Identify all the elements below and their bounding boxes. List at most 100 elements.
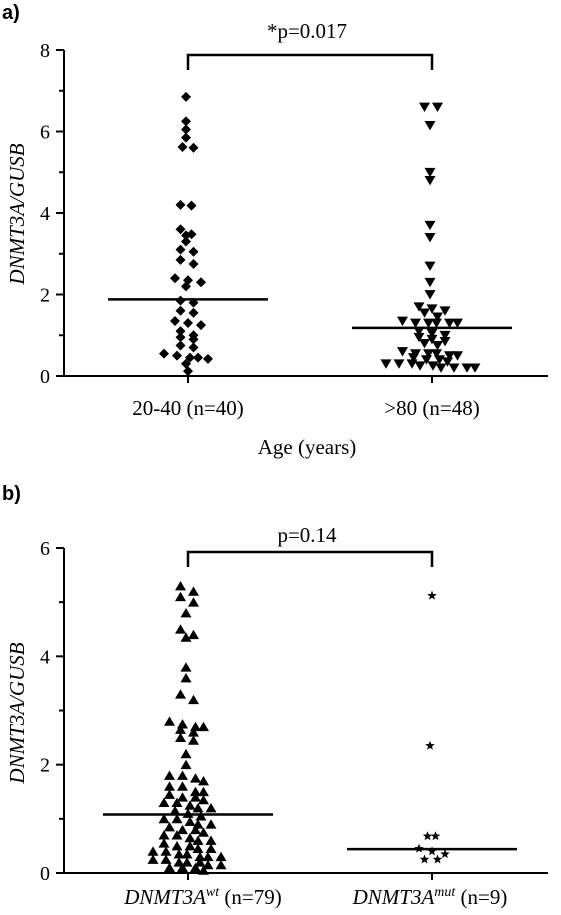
panel-a-y-tick-label: 2: [40, 285, 50, 307]
panel-b-data-point: [171, 830, 183, 840]
panel-b-data-point: [177, 770, 188, 780]
panel-a-data-point: [175, 224, 186, 235]
panel-a-y-axis-label: DNMT3A/GUSB: [5, 143, 29, 285]
panel-b-data-point: [190, 862, 201, 872]
panel-b-data-point: [192, 843, 204, 854]
panel-b-data-point: [184, 800, 196, 810]
panel-b-category-label-wt: DNMT3Awt (n=79): [123, 885, 282, 909]
panel-b-data-point: [182, 808, 194, 818]
panel-b-data-point: [190, 824, 201, 835]
panel-a-data-point: [424, 220, 436, 231]
panel-b-category-label-wt-gene: DNMT3A: [123, 885, 206, 909]
panel-a-data-point: [175, 326, 186, 337]
panel-a-data-point: [397, 316, 408, 326]
panel-a-data-point: [406, 359, 418, 369]
panel-a-data-point: [444, 318, 455, 328]
panel-a-data-point: [175, 332, 186, 343]
panel-a-data-point: [413, 332, 425, 343]
panel-a-data-point: [439, 330, 451, 341]
panel-b-category-label-wt-sup: wt: [206, 885, 220, 900]
panel-b-data-point: [160, 854, 172, 864]
panel-a-data-point: [426, 304, 438, 314]
panel-b-data-point: [175, 580, 186, 591]
panel-b-y-axis-label: DNMT3A/GUSB: [5, 642, 29, 784]
panel-b-data-point: [427, 846, 437, 856]
panel-b-significance-bracket: [186, 550, 434, 567]
panel-b-data-point: [190, 773, 201, 783]
panel-b-category-label-mut-gene: DNMT3A: [352, 885, 435, 909]
panel-a-data-point: [424, 176, 436, 186]
panel-b-category-label-wt-n: (n=79): [219, 885, 282, 909]
panel-b-data-point: [175, 724, 186, 734]
panel-b-data-point: [198, 775, 209, 786]
panel-a-label: a): [2, 2, 20, 24]
panel-b-category-label-mut-sup: mut: [434, 885, 456, 900]
panel-b-data-point: [427, 590, 437, 600]
panel-b-data-point: [205, 819, 217, 829]
panel-b-data-point: [192, 803, 204, 813]
panel-b-data-point: [188, 597, 199, 607]
panel-b-data-point: [202, 859, 214, 870]
panel-b-data-point: [160, 846, 172, 856]
panel-b-data-point: [158, 797, 170, 807]
panel-a-data-point: [185, 352, 195, 363]
panel-a-data-point: [432, 341, 443, 351]
panel-a-data-point: [431, 318, 442, 328]
panel-a-data-point: [424, 290, 436, 300]
panel-a-data-point: [175, 340, 186, 351]
panel-b-data-point: [198, 865, 209, 875]
panel-a-data-point: [424, 277, 436, 288]
panel-a-data-point: [170, 315, 180, 326]
panel-b-y-tick-label: 6: [40, 538, 50, 560]
panel-b-data-point: [190, 786, 201, 797]
panel-b-data-point: [181, 857, 193, 867]
panel-a-data-point: [175, 305, 186, 316]
panel-a-data-point: [431, 349, 442, 359]
panel-a-y-tick-label: 6: [40, 122, 50, 144]
panel-b-data-point: [180, 673, 192, 683]
panel-b-data-point: [215, 851, 227, 862]
panel-b-data-point: [177, 792, 188, 802]
panel-b-data-point: [205, 843, 217, 854]
panel-a-y-tick-label: 8: [40, 40, 50, 62]
panel-a-category-label: >80 (n=48): [384, 396, 479, 420]
panel-a-data-point: [442, 357, 453, 367]
panel-a-data-point: [188, 307, 199, 318]
panel-a-data-point: [183, 366, 193, 377]
panel-a-data-point: [452, 318, 463, 328]
panel-a-data-point: [172, 350, 182, 361]
panel-b-data-point: [425, 740, 435, 750]
panel-b-data-point: [184, 840, 196, 851]
panel-a-data-point: [188, 334, 199, 345]
panel-b-data-point: [188, 694, 199, 705]
panel-a-data-point: [424, 120, 436, 131]
panel-b-data-point: [194, 857, 206, 867]
panel-b-data-point: [192, 835, 204, 845]
panel-b-data-point: [190, 792, 201, 802]
panel-a-category-label: 20-40 (n=40): [132, 396, 244, 420]
panel-a-data-point: [196, 277, 206, 288]
panel-b-data-point: [188, 586, 199, 596]
panel-b-data-point: [147, 854, 159, 864]
panel-a-data-point: [452, 351, 463, 361]
panel-b-data-point: [175, 732, 186, 742]
panel-a-data-point: [188, 246, 199, 257]
panel-a-data-point: [410, 318, 421, 328]
panel-b-data-point: [430, 831, 441, 841]
panel-a-data-point: [181, 116, 191, 127]
panel-b-data-point: [184, 816, 196, 826]
panel-a-data-point: [427, 361, 439, 371]
panel-b-data-point: [164, 789, 175, 799]
panel-b-data-point: [188, 727, 199, 737]
panel-a-data-point: [439, 306, 451, 316]
panel-a-data-point: [188, 142, 199, 153]
panel-a-y-tick-label: 0: [40, 366, 50, 388]
panel-a-data-point: [175, 244, 186, 255]
panel-b-data-point: [177, 862, 188, 872]
panel-b-data-point: [169, 805, 181, 816]
panel-a-data-point: [181, 230, 191, 241]
panel-b-data-point: [180, 608, 192, 618]
panel-a-data-point: [424, 167, 436, 178]
panel-a-data-point: [423, 318, 434, 328]
panel-a-x-axis-label: Age (years): [258, 435, 357, 459]
